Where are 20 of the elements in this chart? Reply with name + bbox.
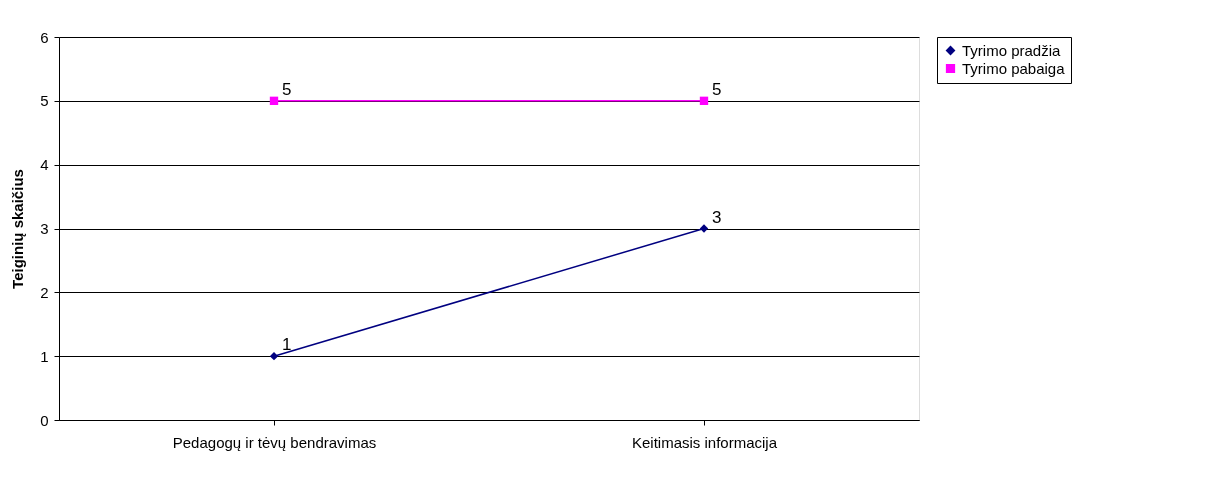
data-label: 5 xyxy=(282,79,292,99)
y-axis-title: Teiginių skaičius xyxy=(9,169,27,289)
y-tick-label: 3 xyxy=(40,220,49,237)
y-tick-label: 5 xyxy=(40,92,49,110)
x-tick-label: Pedagogų ir tėvų bendravimas xyxy=(172,433,377,451)
data-label: 5 xyxy=(712,79,722,99)
legend-label: Tyrimo pradžia xyxy=(962,41,1062,59)
point xyxy=(699,96,709,106)
point xyxy=(269,351,279,361)
legend-label: Tyrimo pabaiga xyxy=(962,59,1066,77)
point xyxy=(269,96,279,106)
y-tick-label: 4 xyxy=(40,156,49,174)
data-label: 3 xyxy=(712,207,722,227)
point xyxy=(699,224,709,233)
y-tick-label: 0 xyxy=(40,411,49,429)
y-tick-label: 6 xyxy=(40,28,49,46)
y-tick-label: 2 xyxy=(40,283,49,301)
x-tick-label: Keitimasis informacija xyxy=(631,433,778,451)
y-tick-label: 1 xyxy=(40,347,49,365)
data-label: 1 xyxy=(282,335,292,355)
